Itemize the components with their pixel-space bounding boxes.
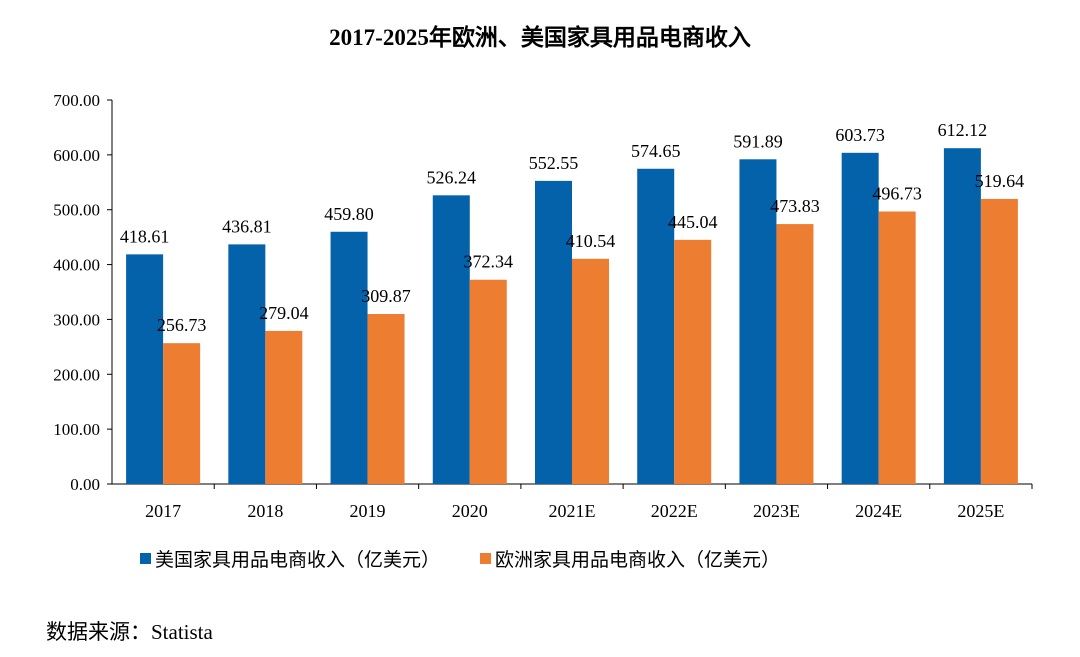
bar-us: [126, 254, 164, 484]
data-label: 418.61: [120, 226, 170, 246]
data-label: 372.34: [464, 252, 514, 272]
y-tick-label: 300.00: [53, 310, 100, 329]
y-tick-label: 600.00: [53, 146, 100, 165]
chart-title: 2017-2025年欧洲、美国家具用品电商收入: [329, 25, 751, 50]
source-note: 数据来源：Statista: [46, 620, 213, 644]
data-label: 552.55: [529, 153, 579, 173]
bar-us: [943, 148, 981, 485]
bar-eu: [980, 198, 1018, 484]
bar-eu: [163, 343, 201, 484]
x-tick-label: 2021E: [549, 501, 596, 521]
bar-eu: [878, 211, 916, 484]
y-tick-label: 500.00: [53, 201, 100, 220]
x-tick-label: 2017: [145, 501, 181, 521]
data-label: 459.80: [324, 204, 374, 224]
x-tick-label: 2018: [247, 501, 283, 521]
bar-us: [432, 195, 470, 485]
legend-label-us: 美国家具用品电商收入（亿美元）: [155, 550, 441, 571]
y-tick-label: 200.00: [53, 365, 100, 384]
x-tick-label: 2023E: [753, 501, 800, 521]
bar-eu: [674, 239, 712, 484]
bar-us: [228, 244, 266, 484]
data-label: 574.65: [631, 141, 681, 161]
data-label: 612.12: [938, 120, 988, 140]
bar-eu: [367, 314, 405, 484]
data-label: 309.87: [361, 286, 411, 306]
data-label: 279.04: [259, 303, 309, 323]
bar-us: [739, 159, 777, 484]
y-tick-label: 0.00: [70, 475, 100, 494]
data-label: 591.89: [733, 131, 783, 151]
x-tick-label: 2024E: [855, 501, 902, 521]
x-tick-label: 2025E: [957, 501, 1004, 521]
data-label: 519.64: [975, 171, 1025, 191]
bar-eu: [572, 258, 609, 484]
data-label: 410.54: [566, 231, 616, 251]
bar-us: [841, 152, 879, 484]
legend: 美国家具用品电商收入（亿美元） 欧洲家具用品电商收入（亿美元）: [140, 545, 780, 572]
x-tick-label: 2022E: [651, 501, 698, 521]
data-label: 445.04: [668, 212, 718, 232]
bar-eu: [469, 279, 507, 484]
legend-label-eu: 欧洲家具用品电商收入（亿美元）: [495, 550, 781, 571]
legend-item-us: 美国家具用品电商收入（亿美元）: [140, 545, 440, 572]
bar-eu: [265, 330, 303, 484]
data-label: 256.73: [157, 315, 207, 335]
legend-swatch-us: [140, 553, 151, 564]
y-tick-label: 100.00: [53, 420, 100, 439]
bar-us: [637, 168, 675, 484]
data-label: 436.81: [222, 216, 272, 236]
legend-swatch-eu: [480, 553, 492, 564]
x-tick-label: 2019: [350, 501, 386, 521]
bar-eu: [776, 224, 814, 484]
data-label: 603.73: [835, 125, 885, 145]
legend-item-eu: 欧洲家具用品电商收入（亿美元）: [480, 545, 780, 572]
bar-us: [535, 180, 572, 485]
data-label: 526.24: [427, 167, 477, 187]
y-tick-label: 700.00: [53, 91, 100, 110]
x-tick-label: 2020: [452, 501, 488, 521]
y-tick-label: 400.00: [53, 256, 100, 275]
data-label: 496.73: [872, 184, 922, 204]
data-label: 473.83: [770, 196, 820, 216]
bar-us: [330, 231, 368, 484]
